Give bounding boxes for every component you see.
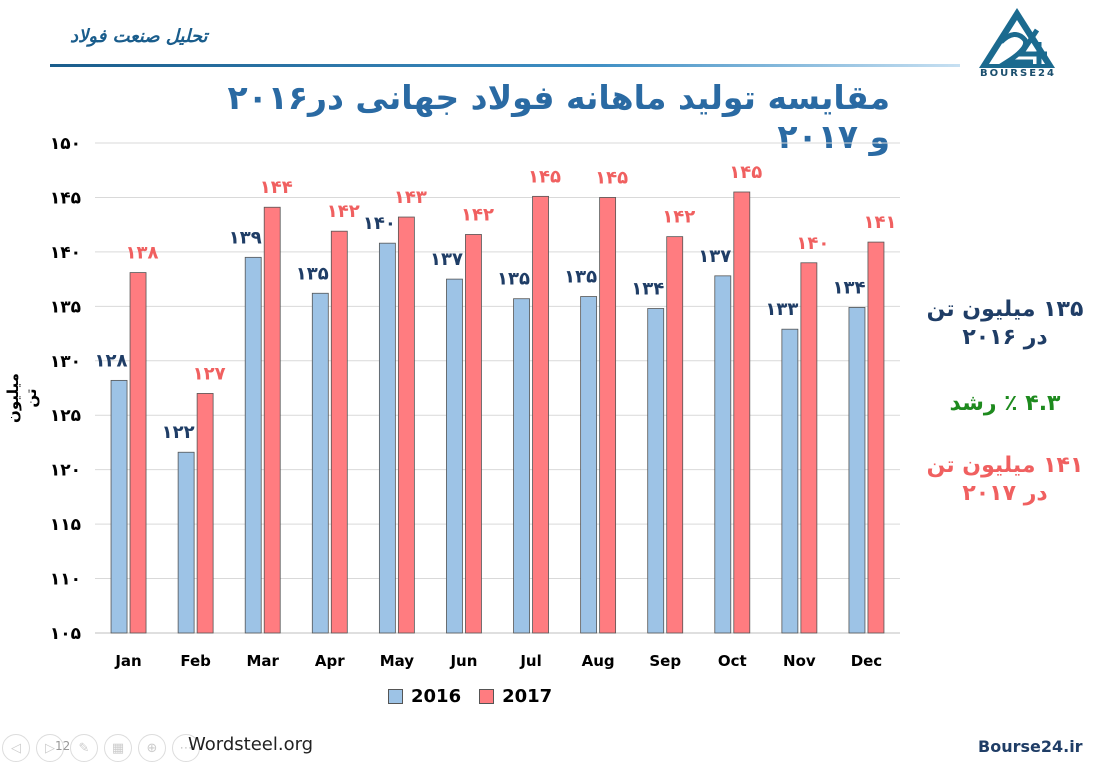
- data-label-2016: ۱۳۷: [698, 246, 731, 267]
- prev-slide-icon[interactable]: ◁: [2, 734, 30, 762]
- data-label-2016: ۱۳۹: [229, 227, 262, 248]
- data-label-2016: ۱۳۷: [430, 249, 463, 270]
- x-tick-label: Dec: [851, 652, 883, 670]
- zoom-icon[interactable]: ⊕: [138, 734, 166, 762]
- note-2016-average: ۱۳۵ میلیون تن در ۲۰۱۶: [925, 296, 1085, 352]
- data-label-2016: ۱۴۰: [363, 213, 396, 234]
- bourse24-logo: [979, 8, 1055, 68]
- bar-2017-apr: [330, 230, 348, 634]
- legend-label-2016: 2016: [411, 686, 462, 707]
- data-label-2017: ۱۴۵: [528, 166, 561, 187]
- bar-2017-jan: [129, 272, 147, 634]
- data-label-2016: ۱۲۲: [162, 422, 195, 443]
- website-label: Bourse24.ir: [978, 737, 1083, 756]
- x-tick-label: Jul: [519, 652, 541, 670]
- bar-2017-jul: [532, 195, 549, 634]
- x-tick-label: Feb: [180, 652, 211, 670]
- bar-2017-nov: [800, 262, 818, 634]
- bar-2016-mar: [244, 256, 262, 634]
- pen-icon[interactable]: ✎: [70, 734, 98, 762]
- y-tick-label: ۱۰۵: [50, 624, 81, 644]
- bar-2016-jun: [446, 278, 463, 634]
- page-number: 12: [55, 739, 71, 753]
- data-label-2017: ۱۲۷: [193, 363, 226, 384]
- x-tick-label: Oct: [718, 652, 747, 670]
- note-growth: ۴.۳ ٪ رشد: [949, 391, 1061, 416]
- y-tick-label: ۱۴۰: [50, 243, 81, 263]
- x-tick-label: Apr: [315, 652, 345, 670]
- data-label-2016: ۱۳۵: [497, 269, 530, 290]
- legend-swatch-2016: [388, 689, 403, 704]
- header-divider: [50, 64, 960, 67]
- source-label: Wordsteel.org: [188, 734, 314, 755]
- y-tick-label: ۱۳۰: [50, 352, 81, 372]
- y-tick-label: ۱۱۵: [50, 515, 81, 535]
- data-label-2017: ۱۴۲: [662, 207, 695, 228]
- y-tick-label: ۱۵۰: [50, 134, 81, 154]
- bar-2017-may: [397, 216, 415, 634]
- data-label-2016: ۱۳۳: [765, 299, 798, 320]
- more-options-icon[interactable]: ⋯: [172, 734, 200, 762]
- bar-2016-apr: [311, 292, 329, 634]
- data-label-2016: ۱۳۵: [564, 267, 597, 288]
- bar-2017-mar: [263, 206, 281, 634]
- y-tick-label: ۱۳۵: [50, 297, 81, 317]
- bar-2017-dec: [867, 241, 885, 634]
- x-tick-label: May: [380, 652, 415, 670]
- y-tick-label: ۱۲۰: [50, 461, 81, 481]
- data-label-2017: ۱۳۸: [126, 243, 159, 264]
- data-label-2016: ۱۳۴: [832, 277, 865, 298]
- next-slide-icon[interactable]: ▷: [36, 734, 64, 762]
- data-label-2017: ۱۴۰: [796, 233, 829, 254]
- legend-label-2017: 2017: [502, 686, 553, 707]
- bar-2016-aug: [580, 296, 598, 634]
- bar-2017-sep: [666, 236, 684, 634]
- data-label-2017: ۱۴۱: [863, 212, 896, 233]
- logo-text: BOURSE24: [980, 68, 1056, 79]
- x-tick-label: Jan: [114, 652, 141, 670]
- data-label-2017: ۱۴۲: [461, 204, 494, 225]
- data-label-2016: ۱۳۵: [296, 263, 329, 284]
- note-2017-average: ۱۴۱ میلیون تن در ۲۰۱۷: [925, 452, 1085, 508]
- bar-2016-jan: [110, 379, 128, 634]
- note-2016-line1: ۱۳۵ میلیون تن: [926, 297, 1084, 322]
- note-2017-line2: در ۲۰۱۷: [962, 481, 1048, 506]
- slides-grid-icon[interactable]: ▦: [104, 734, 132, 762]
- bar-2016-sep: [647, 308, 665, 634]
- y-tick-label: ۱۲۵: [50, 406, 81, 426]
- bar-2017-jun: [465, 234, 482, 634]
- x-tick-label: Jun: [449, 652, 477, 670]
- bar-2016-jul: [513, 298, 530, 634]
- x-tick-label: Mar: [246, 652, 279, 670]
- section-title: تحلیل صنعت فولاد: [70, 26, 208, 47]
- data-label-2016: ۱۳۴: [631, 279, 664, 300]
- data-label-2017: ۱۴۵: [729, 162, 762, 183]
- y-axis-label: میلیون تن: [4, 373, 40, 423]
- bar-2016-feb: [177, 451, 195, 634]
- data-label-2017: ۱۴۳: [394, 187, 427, 208]
- x-tick-label: Aug: [582, 652, 615, 670]
- y-tick-label: ۱۱۰: [50, 570, 81, 590]
- x-tick-label: Nov: [783, 652, 816, 670]
- y-tick-label: ۱۴۵: [50, 188, 81, 208]
- note-2017-line1: ۱۴۱ میلیون تن: [926, 453, 1084, 478]
- data-label-2016: ۱۲۸: [95, 350, 128, 371]
- legend: 2016 2017: [388, 686, 552, 707]
- x-tick-label: Sep: [649, 652, 681, 670]
- bar-2017-feb: [196, 393, 214, 634]
- bar-2017-aug: [599, 197, 617, 634]
- bar-2016-dec: [848, 307, 866, 634]
- bar-2016-oct: [714, 275, 732, 634]
- legend-swatch-2017: [479, 689, 495, 704]
- data-label-2017: ۱۴۴: [260, 177, 293, 198]
- slide-nav-controls: ◁ ▷ ✎ ▦ ⊕ ⋯: [2, 734, 200, 762]
- bar-2016-nov: [781, 328, 799, 634]
- note-2016-line2: در ۲۰۱۶: [962, 325, 1048, 350]
- data-label-2017: ۱۴۲: [327, 201, 360, 222]
- data-label-2017: ۱۴۵: [595, 167, 628, 188]
- bar-2016-may: [378, 242, 396, 634]
- chart-title: مقایسه تولید ماهانه فولاد جهانی در۲۰۱۶ و…: [227, 78, 890, 156]
- bar-2017-oct: [733, 191, 751, 634]
